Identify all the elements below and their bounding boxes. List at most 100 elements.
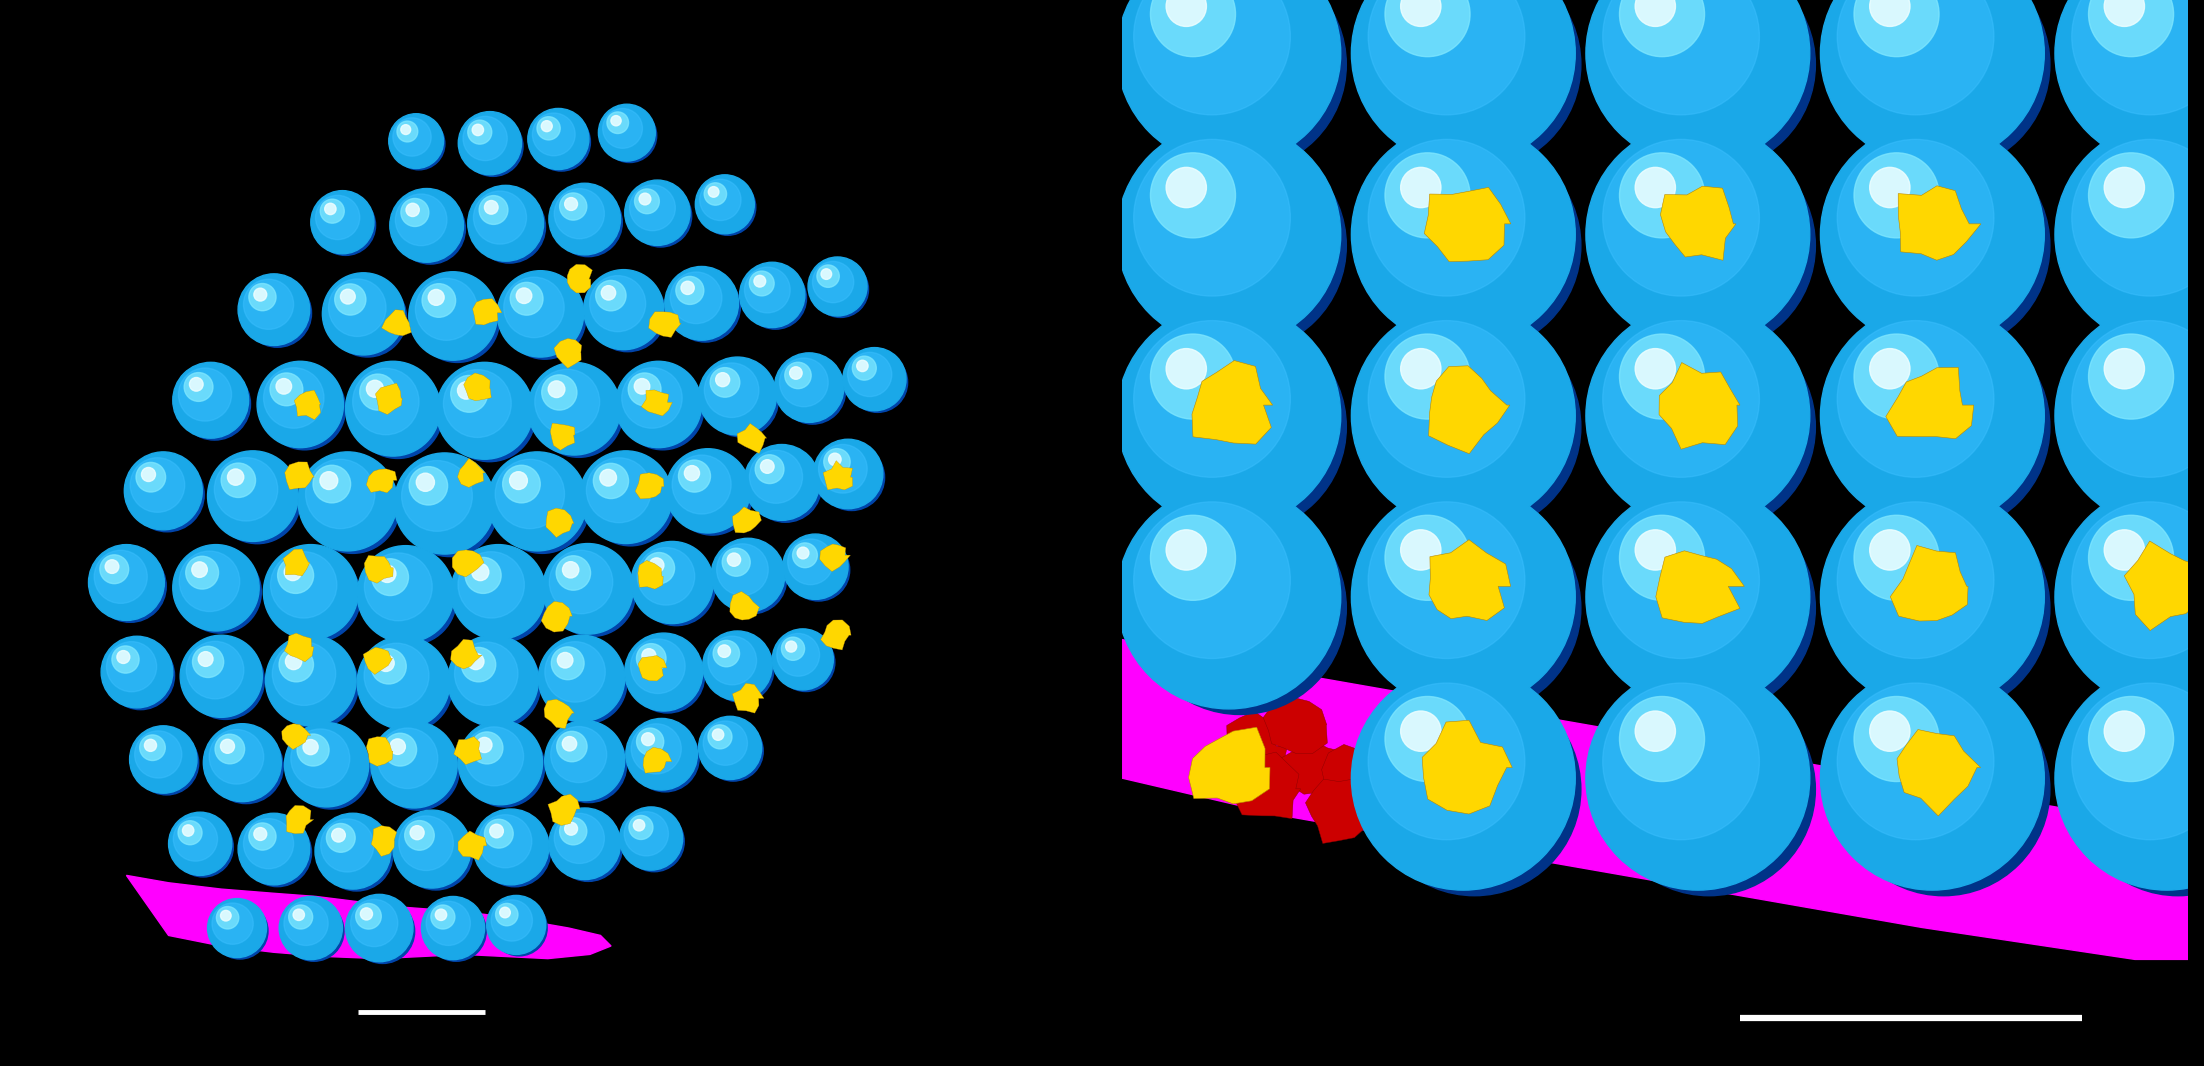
Circle shape	[705, 362, 778, 437]
Circle shape	[551, 647, 584, 680]
Circle shape	[361, 908, 372, 920]
Polygon shape	[1428, 366, 1510, 454]
Circle shape	[553, 189, 622, 257]
Polygon shape	[293, 390, 320, 420]
Circle shape	[359, 374, 397, 410]
Polygon shape	[1192, 360, 1272, 445]
Circle shape	[212, 903, 253, 944]
Circle shape	[1369, 683, 1525, 840]
Circle shape	[179, 551, 240, 612]
Circle shape	[370, 722, 456, 808]
Circle shape	[320, 199, 344, 223]
Circle shape	[1117, 123, 1340, 346]
Circle shape	[699, 179, 741, 221]
Circle shape	[123, 452, 203, 530]
Circle shape	[487, 452, 586, 551]
Circle shape	[712, 729, 723, 740]
Circle shape	[584, 270, 663, 350]
Circle shape	[611, 115, 622, 126]
Circle shape	[425, 901, 487, 962]
Circle shape	[824, 449, 851, 475]
Circle shape	[1854, 696, 1940, 781]
Circle shape	[2072, 321, 2204, 533]
Circle shape	[322, 819, 375, 872]
Circle shape	[1821, 666, 2045, 890]
Circle shape	[1402, 167, 1441, 208]
Circle shape	[264, 368, 324, 429]
Polygon shape	[458, 830, 487, 860]
Circle shape	[355, 904, 381, 930]
Circle shape	[2105, 711, 2144, 752]
Circle shape	[1587, 485, 1809, 709]
Circle shape	[694, 175, 754, 233]
Circle shape	[364, 553, 432, 620]
Circle shape	[207, 451, 298, 542]
Circle shape	[1854, 0, 1940, 56]
Circle shape	[586, 457, 650, 522]
Circle shape	[2089, 152, 2173, 238]
Circle shape	[306, 459, 399, 553]
Circle shape	[749, 450, 802, 503]
Polygon shape	[822, 461, 853, 490]
Circle shape	[139, 734, 165, 760]
Polygon shape	[375, 383, 403, 415]
Polygon shape	[732, 506, 760, 533]
Polygon shape	[287, 806, 313, 834]
Circle shape	[551, 727, 626, 803]
Circle shape	[174, 817, 234, 877]
Circle shape	[463, 116, 522, 176]
Circle shape	[809, 257, 866, 316]
Circle shape	[461, 647, 496, 682]
Polygon shape	[566, 264, 593, 293]
Circle shape	[134, 731, 198, 795]
Circle shape	[602, 286, 615, 300]
Circle shape	[454, 642, 518, 706]
Circle shape	[1369, 0, 1525, 115]
Circle shape	[311, 191, 375, 254]
Circle shape	[1369, 0, 1580, 171]
Circle shape	[670, 272, 741, 342]
Circle shape	[666, 266, 738, 340]
Circle shape	[745, 268, 807, 329]
Circle shape	[291, 729, 370, 809]
Circle shape	[472, 564, 489, 581]
Polygon shape	[458, 458, 485, 487]
Polygon shape	[1422, 721, 1512, 814]
Circle shape	[395, 453, 496, 554]
Circle shape	[822, 269, 831, 279]
Circle shape	[1369, 502, 1525, 659]
Circle shape	[1635, 349, 1675, 389]
Circle shape	[390, 739, 406, 755]
Circle shape	[179, 368, 231, 421]
Circle shape	[249, 284, 276, 310]
Circle shape	[699, 179, 756, 236]
Circle shape	[106, 560, 119, 574]
Circle shape	[306, 459, 375, 529]
Circle shape	[370, 649, 406, 684]
Circle shape	[2054, 123, 2204, 346]
Circle shape	[1369, 321, 1525, 478]
Circle shape	[699, 357, 776, 435]
Circle shape	[527, 362, 622, 455]
Circle shape	[322, 819, 392, 891]
Circle shape	[1838, 321, 2050, 533]
Circle shape	[452, 545, 547, 640]
Polygon shape	[1898, 185, 1981, 260]
Circle shape	[377, 655, 395, 672]
Circle shape	[1384, 0, 1470, 56]
Circle shape	[1133, 0, 1289, 115]
Circle shape	[395, 194, 447, 245]
Circle shape	[703, 182, 727, 205]
Circle shape	[1402, 711, 1441, 752]
Circle shape	[857, 360, 868, 372]
Circle shape	[782, 637, 804, 660]
Circle shape	[392, 810, 472, 888]
Circle shape	[776, 633, 835, 692]
Circle shape	[630, 724, 699, 792]
Circle shape	[2072, 683, 2204, 840]
Circle shape	[326, 823, 355, 853]
Circle shape	[491, 900, 533, 941]
Circle shape	[320, 471, 337, 489]
Circle shape	[780, 358, 829, 407]
Circle shape	[315, 813, 390, 889]
